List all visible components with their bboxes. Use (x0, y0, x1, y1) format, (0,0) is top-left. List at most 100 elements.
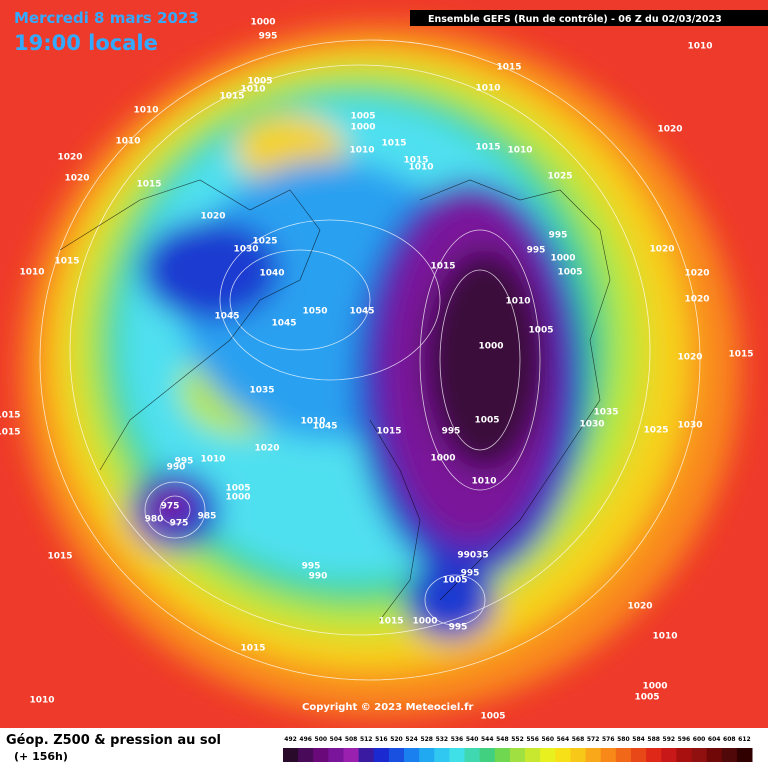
scale-label: 608 (723, 736, 736, 743)
pressure-label: 1000 (412, 617, 437, 627)
pressure-label: 1005 (225, 484, 250, 494)
scale-label: 584 (632, 736, 645, 743)
scale-swatch (691, 748, 708, 762)
pressure-label: 995 (549, 231, 568, 241)
scale-label: 604 (708, 736, 721, 743)
pressure-label: 1010 (471, 477, 496, 487)
scale-swatch (706, 748, 723, 762)
pressure-label: 995 (527, 246, 546, 256)
pressure-label: 995 (259, 32, 278, 42)
scale-swatch (676, 748, 692, 762)
scale-label: 508 (345, 736, 358, 743)
pressure-label: 1015 (430, 262, 455, 272)
scale-swatch (419, 748, 435, 762)
scale-label: 504 (330, 736, 343, 743)
pressure-label: 1015 (219, 92, 244, 102)
pressure-label: 1000 (478, 342, 503, 352)
scale-swatch (298, 748, 314, 762)
pressure-label: 1000 (430, 454, 455, 464)
scale-swatch (313, 748, 329, 762)
pressure-label: 975 (170, 519, 189, 529)
scale-swatch (464, 748, 481, 762)
scale-label: 564 (557, 736, 570, 743)
pressure-label: 1005 (474, 416, 499, 426)
pressure-label: 1010 (29, 696, 54, 706)
pressure-label: 1035 (593, 408, 618, 418)
coastlines (59, 179, 611, 621)
pressure-label: 1015 (475, 143, 500, 153)
pressure-label: 1010 (240, 85, 265, 95)
scale-label: 528 (420, 736, 433, 743)
scale-swatch (283, 748, 299, 762)
scale-swatch (721, 748, 738, 762)
copyright: Copyright © 2023 Meteociel.fr (302, 702, 473, 713)
pressure-label: 1015 (54, 257, 79, 267)
scale-label: 596 (678, 736, 691, 743)
scale-swatch (358, 748, 375, 762)
pressure-label: 995 (461, 569, 480, 579)
pressure-labels: 1000995101510101010101510051010101010101… (0, 18, 754, 722)
time: 19:00 locale (14, 31, 158, 55)
pressure-label: 995 (442, 427, 461, 437)
pressure-label: 1000 (642, 682, 667, 692)
pressure-label: 1005 (247, 77, 272, 87)
pressure-label: 1010 (349, 146, 374, 156)
pressure-label: 1005 (634, 693, 659, 703)
pressure-label: 1020 (627, 602, 652, 612)
pressure-label: 1015 (47, 552, 72, 562)
pressure-label: 1005 (350, 112, 375, 122)
pressure-label: 1045 (214, 312, 239, 322)
pressure-label: 1045 (271, 319, 296, 329)
scale-label: 520 (390, 736, 403, 743)
pressure-label: 1015 (496, 63, 521, 73)
scale-label: 572 (587, 736, 600, 743)
scale-label: 516 (375, 736, 388, 743)
pressure-label: 1020 (254, 444, 279, 454)
scale-swatch (615, 748, 632, 762)
pressure-label: 1020 (657, 125, 682, 135)
pressure-label: 985 (198, 512, 217, 522)
scale-label: 552 (511, 736, 524, 743)
pressure-label: 1010 (505, 297, 530, 307)
map (0, 0, 768, 728)
scale-label: 592 (663, 736, 676, 743)
pressure-label: 1010 (200, 455, 225, 465)
pressure-label: 1025 (252, 237, 277, 247)
pressure-label: 1010 (687, 42, 712, 52)
scale-swatch (434, 748, 450, 762)
pressure-label: 1020 (64, 174, 89, 184)
pressure-label: 1045 (349, 307, 374, 317)
pressure-label: 1025 (547, 172, 572, 182)
pressure-label: 1020 (200, 212, 225, 222)
isobars (39, 39, 701, 681)
scale-swatch (600, 748, 617, 762)
pressure-label: 1020 (677, 353, 702, 363)
scale-swatch (585, 748, 602, 762)
scale-label: 548 (496, 736, 509, 743)
pressure-label: 1040 (259, 269, 284, 279)
pressure-label: 1015 (403, 156, 428, 166)
pressure-label: 1015 (240, 644, 265, 654)
pressure-label: 1000 (550, 254, 575, 264)
scale-swatch (555, 748, 571, 762)
scale-swatch (630, 748, 647, 762)
scale-swatch (343, 748, 360, 762)
pressure-label: 1020 (57, 153, 82, 163)
footer-title: Géop. Z500 & pression au sol (6, 733, 221, 748)
scale-label: 588 (647, 736, 660, 743)
scale-swatch (373, 748, 390, 762)
scale-swatch (646, 748, 662, 762)
pressure-label: 1045 (312, 422, 337, 432)
pressure-label: 1005 (480, 712, 505, 722)
scale-label: 612 (738, 736, 751, 743)
pressure-label: 1015 (0, 428, 21, 438)
pressure-label: 99035 (457, 551, 488, 561)
pressure-label: 1000 (350, 123, 375, 133)
pressure-label: 1015 (376, 427, 401, 437)
pressure-label: 990 (309, 572, 328, 582)
scale-label: 600 (693, 736, 706, 743)
scale-label: 560 (541, 736, 554, 743)
pressure-label: 1020 (649, 245, 674, 255)
scale-label: 576 (602, 736, 615, 743)
